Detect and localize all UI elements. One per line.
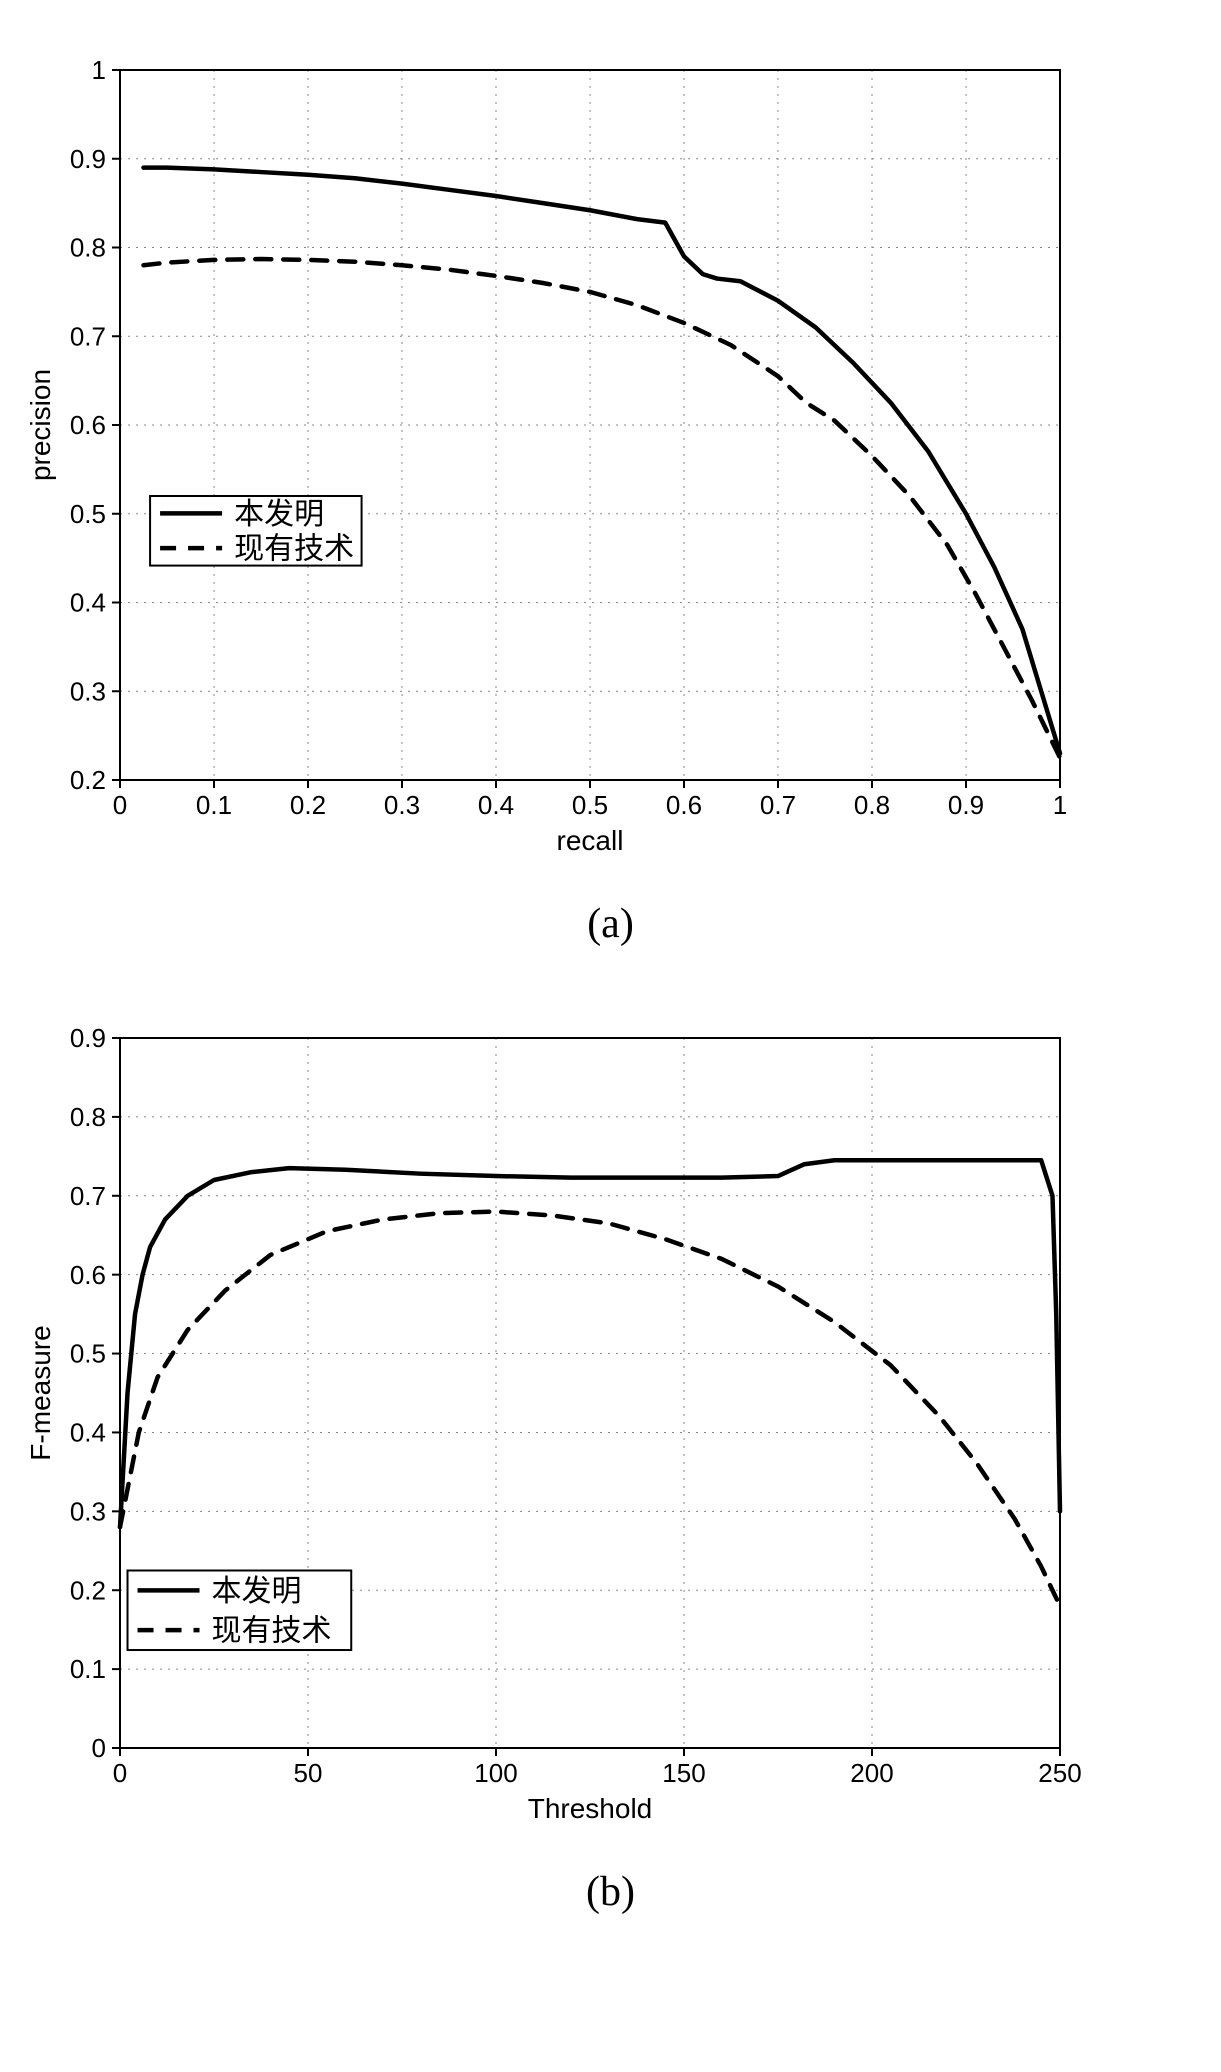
svg-text:0.1: 0.1 xyxy=(70,1654,106,1684)
svg-text:0.5: 0.5 xyxy=(70,1339,106,1369)
svg-text:0.3: 0.3 xyxy=(70,676,106,706)
svg-text:0.4: 0.4 xyxy=(478,790,514,820)
svg-text:F-measure: F-measure xyxy=(25,1325,56,1460)
svg-text:0.1: 0.1 xyxy=(196,790,232,820)
chart-b-svg: 0 50 100 150 200 250 0 0.1 0.2 0.3 0.4 0.5 0.6 0.7 0.8… xyxy=(0,1008,1100,1828)
svg-text:0.2: 0.2 xyxy=(290,790,326,820)
page: 0 0.1 0.2 0.3 0.4 0.5 0.6 0.7 0.8 0.9 1 0.2 0.3 0.4 0.… xyxy=(0,0,1221,2016)
svg-text:0.6: 0.6 xyxy=(666,790,702,820)
svg-text:本发明: 本发明 xyxy=(212,1575,302,1608)
chart-a-svg: 0 0.1 0.2 0.3 0.4 0.5 0.6 0.7 0.8 0.9 1 0.2 0.3 0.4 0.… xyxy=(0,40,1100,860)
svg-text:1: 1 xyxy=(1053,790,1067,820)
chart-a-caption: (a) xyxy=(0,900,1221,948)
svg-text:0.8: 0.8 xyxy=(854,790,890,820)
svg-text:0.6: 0.6 xyxy=(70,1260,106,1290)
chart-a-block: 0 0.1 0.2 0.3 0.4 0.5 0.6 0.7 0.8 0.9 1 0.2 0.3 0.4 0.… xyxy=(0,40,1221,948)
svg-text:0.6: 0.6 xyxy=(70,410,106,440)
svg-text:Threshold: Threshold xyxy=(528,1793,653,1824)
svg-text:150: 150 xyxy=(662,1758,705,1788)
svg-text:0: 0 xyxy=(113,1758,127,1788)
svg-text:0.8: 0.8 xyxy=(70,233,106,263)
svg-text:0.7: 0.7 xyxy=(70,1181,106,1211)
svg-text:0.3: 0.3 xyxy=(384,790,420,820)
svg-text:现有技术: 现有技术 xyxy=(212,1615,332,1648)
svg-text:200: 200 xyxy=(850,1758,893,1788)
svg-text:0: 0 xyxy=(92,1733,106,1763)
svg-text:0.2: 0.2 xyxy=(70,1575,106,1605)
svg-text:0.9: 0.9 xyxy=(948,790,984,820)
svg-text:100: 100 xyxy=(474,1758,517,1788)
svg-text:250: 250 xyxy=(1038,1758,1081,1788)
svg-text:0.4: 0.4 xyxy=(70,1418,106,1448)
svg-text:0.5: 0.5 xyxy=(572,790,608,820)
svg-text:0.2: 0.2 xyxy=(70,765,106,795)
svg-text:50: 50 xyxy=(294,1758,323,1788)
svg-text:0.5: 0.5 xyxy=(70,499,106,529)
svg-text:0.9: 0.9 xyxy=(70,144,106,174)
svg-text:0.7: 0.7 xyxy=(70,321,106,351)
svg-text:0: 0 xyxy=(113,790,127,820)
svg-text:0.9: 0.9 xyxy=(70,1023,106,1053)
svg-text:1: 1 xyxy=(92,55,106,85)
svg-text:recall: recall xyxy=(557,825,624,856)
chart-b-block: 0 50 100 150 200 250 0 0.1 0.2 0.3 0.4 0.5 0.6 0.7 0.8… xyxy=(0,1008,1221,1916)
svg-text:0.3: 0.3 xyxy=(70,1496,106,1526)
svg-text:0.4: 0.4 xyxy=(70,588,106,618)
svg-text:本发明: 本发明 xyxy=(234,498,324,531)
svg-text:0.7: 0.7 xyxy=(760,790,796,820)
chart-b-caption: (b) xyxy=(0,1868,1221,1916)
svg-text:现有技术: 现有技术 xyxy=(234,533,354,566)
svg-text:0.8: 0.8 xyxy=(70,1102,106,1132)
svg-text:precision: precision xyxy=(25,369,56,481)
